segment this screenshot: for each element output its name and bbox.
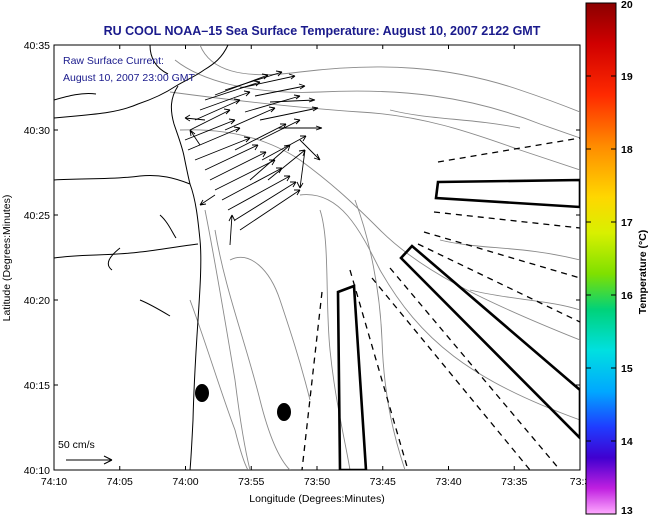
surface-current-vectors — [184, 70, 323, 246]
station-marker-west — [195, 384, 209, 402]
x-tick-label: 74:00 — [172, 476, 198, 488]
x-tick-label: 73:50 — [304, 476, 330, 488]
map-title: RU COOL NOAA–15 Sea Surface Temperature:… — [104, 24, 541, 38]
y-axis-label: Latitude (Degrees:Minutes) — [1, 195, 13, 322]
plot-frame — [53, 44, 581, 471]
y-tick-label: 40:35 — [24, 40, 50, 52]
x-tick-label: 73:35 — [501, 476, 527, 488]
x-tick-label: 74:10 — [41, 476, 67, 488]
colorbar-tick-label: 20 — [621, 0, 633, 11]
y-tick-label: 40:15 — [24, 380, 50, 392]
station-marker-east — [277, 403, 291, 421]
annotation-line2: August 10, 2007 23:00 GMT — [63, 72, 196, 84]
colorbar-tick-label: 18 — [621, 144, 633, 156]
dashed-transects — [301, 137, 580, 470]
x-tick-label: 74:05 — [107, 476, 133, 488]
colorbar-label: Temperature (°C) — [637, 230, 649, 315]
colorbar-tick-label: 14 — [621, 436, 633, 448]
annotation-line1: Raw Surface Current: — [63, 55, 164, 67]
y-tick-label: 40:30 — [24, 125, 50, 137]
x-tick-label: 73:55 — [238, 476, 264, 488]
colorbar-tick-label: 13 — [621, 505, 633, 517]
x-axis-ticks: 74:10 74:05 74:00 73:55 73:50 73:45 73:40 73:35… — [41, 45, 591, 488]
scale-arrow-icon — [66, 455, 113, 465]
colorbar-tick-label: 16 — [621, 290, 633, 302]
y-axis-ticks: 40:35 40:30 40:25 40:20 40:15 40:10 — [24, 40, 580, 477]
x-tick-label: 73:40 — [435, 476, 461, 488]
x-tick-label: 73:3 — [570, 476, 591, 488]
bathymetry-contours — [169, 45, 580, 470]
y-tick-label: 40:20 — [24, 295, 50, 307]
colorbar — [585, 2, 617, 515]
x-tick-label: 73:45 — [370, 476, 396, 488]
colorbar-tick-label: 15 — [621, 363, 633, 375]
colorbar-tick-label: 17 — [621, 217, 633, 229]
survey-boxes — [336, 178, 580, 470]
y-tick-label: 40:10 — [24, 465, 50, 477]
colorbar-tick-label: 19 — [621, 71, 633, 83]
x-axis-label: Longitude (Degrees:Minutes) — [249, 493, 384, 505]
scale-label: 50 cm/s — [58, 439, 95, 451]
y-tick-label: 40:25 — [24, 210, 50, 222]
colorbar-ticks: 20 19 18 17 16 15 14 13 — [586, 0, 633, 517]
coastline — [54, 45, 229, 470]
